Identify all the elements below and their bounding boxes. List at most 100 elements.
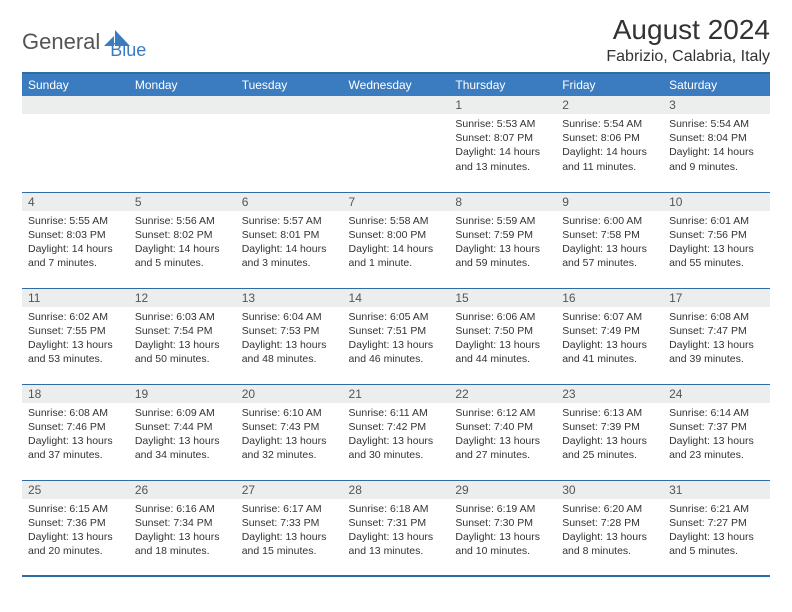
- sunrise-line: Sunrise: 5:56 AM: [135, 214, 230, 228]
- calendar-cell: 11Sunrise: 6:02 AMSunset: 7:55 PMDayligh…: [22, 288, 129, 384]
- day-number: 31: [663, 481, 770, 499]
- sunrise-line: Sunrise: 5:54 AM: [669, 117, 764, 131]
- calendar-table: SundayMondayTuesdayWednesdayThursdayFrid…: [22, 72, 770, 577]
- sunset-line: Sunset: 8:04 PM: [669, 131, 764, 145]
- week-row: 11Sunrise: 6:02 AMSunset: 7:55 PMDayligh…: [22, 288, 770, 384]
- day-cell: Sunrise: 5:57 AMSunset: 8:01 PMDaylight:…: [236, 211, 343, 275]
- weekday-row: SundayMondayTuesdayWednesdayThursdayFrid…: [22, 73, 770, 96]
- calendar-body: 1Sunrise: 5:53 AMSunset: 8:07 PMDaylight…: [22, 96, 770, 576]
- sunset-line: Sunset: 7:50 PM: [455, 324, 550, 338]
- day-cell: [236, 114, 343, 121]
- daylight-line: Daylight: 13 hours and 8 minutes.: [562, 530, 657, 558]
- day-cell: Sunrise: 6:03 AMSunset: 7:54 PMDaylight:…: [129, 307, 236, 371]
- calendar-cell: [22, 96, 129, 192]
- day-number: 8: [449, 193, 556, 211]
- calendar-cell: 30Sunrise: 6:20 AMSunset: 7:28 PMDayligh…: [556, 480, 663, 576]
- weekday-header: Saturday: [663, 73, 770, 96]
- calendar-cell: 17Sunrise: 6:08 AMSunset: 7:47 PMDayligh…: [663, 288, 770, 384]
- sunset-line: Sunset: 7:40 PM: [455, 420, 550, 434]
- weekday-header: Wednesday: [343, 73, 450, 96]
- week-row: 4Sunrise: 5:55 AMSunset: 8:03 PMDaylight…: [22, 192, 770, 288]
- day-cell: Sunrise: 6:06 AMSunset: 7:50 PMDaylight:…: [449, 307, 556, 371]
- day-cell: [343, 114, 450, 121]
- sunrise-line: Sunrise: 6:08 AM: [669, 310, 764, 324]
- sunrise-line: Sunrise: 6:11 AM: [349, 406, 444, 420]
- sunset-line: Sunset: 8:06 PM: [562, 131, 657, 145]
- calendar-cell: 1Sunrise: 5:53 AMSunset: 8:07 PMDaylight…: [449, 96, 556, 192]
- daylight-line: Daylight: 13 hours and 25 minutes.: [562, 434, 657, 462]
- page-header: General Blue August 2024 Fabrizio, Calab…: [22, 14, 770, 66]
- weekday-header: Thursday: [449, 73, 556, 96]
- day-number: 7: [343, 193, 450, 211]
- sunrise-line: Sunrise: 6:21 AM: [669, 502, 764, 516]
- sunset-line: Sunset: 8:07 PM: [455, 131, 550, 145]
- calendar-cell: 3Sunrise: 5:54 AMSunset: 8:04 PMDaylight…: [663, 96, 770, 192]
- calendar-cell: 15Sunrise: 6:06 AMSunset: 7:50 PMDayligh…: [449, 288, 556, 384]
- daylight-line: Daylight: 13 hours and 46 minutes.: [349, 338, 444, 366]
- day-cell: Sunrise: 6:12 AMSunset: 7:40 PMDaylight:…: [449, 403, 556, 467]
- day-cell: Sunrise: 6:20 AMSunset: 7:28 PMDaylight:…: [556, 499, 663, 563]
- day-number: 14: [343, 289, 450, 307]
- day-number: [129, 96, 236, 114]
- daylight-line: Daylight: 13 hours and 15 minutes.: [242, 530, 337, 558]
- weekday-header: Monday: [129, 73, 236, 96]
- sunrise-line: Sunrise: 6:17 AM: [242, 502, 337, 516]
- day-cell: Sunrise: 5:54 AMSunset: 8:04 PMDaylight:…: [663, 114, 770, 178]
- day-number: 1: [449, 96, 556, 114]
- weekday-header: Tuesday: [236, 73, 343, 96]
- month-title: August 2024: [606, 14, 770, 46]
- day-cell: Sunrise: 6:05 AMSunset: 7:51 PMDaylight:…: [343, 307, 450, 371]
- daylight-line: Daylight: 13 hours and 30 minutes.: [349, 434, 444, 462]
- calendar-cell: 26Sunrise: 6:16 AMSunset: 7:34 PMDayligh…: [129, 480, 236, 576]
- sunrise-line: Sunrise: 5:54 AM: [562, 117, 657, 131]
- daylight-line: Daylight: 13 hours and 41 minutes.: [562, 338, 657, 366]
- daylight-line: Daylight: 13 hours and 39 minutes.: [669, 338, 764, 366]
- day-number: 21: [343, 385, 450, 403]
- calendar-cell: 5Sunrise: 5:56 AMSunset: 8:02 PMDaylight…: [129, 192, 236, 288]
- week-row: 18Sunrise: 6:08 AMSunset: 7:46 PMDayligh…: [22, 384, 770, 480]
- calendar-cell: 31Sunrise: 6:21 AMSunset: 7:27 PMDayligh…: [663, 480, 770, 576]
- daylight-line: Daylight: 13 hours and 10 minutes.: [455, 530, 550, 558]
- daylight-line: Daylight: 13 hours and 44 minutes.: [455, 338, 550, 366]
- calendar-cell: 29Sunrise: 6:19 AMSunset: 7:30 PMDayligh…: [449, 480, 556, 576]
- weekday-header: Sunday: [22, 73, 129, 96]
- day-cell: Sunrise: 5:55 AMSunset: 8:03 PMDaylight:…: [22, 211, 129, 275]
- calendar-cell: [343, 96, 450, 192]
- day-number: 29: [449, 481, 556, 499]
- sunset-line: Sunset: 7:37 PM: [669, 420, 764, 434]
- daylight-line: Daylight: 13 hours and 32 minutes.: [242, 434, 337, 462]
- day-cell: Sunrise: 6:19 AMSunset: 7:30 PMDaylight:…: [449, 499, 556, 563]
- daylight-line: Daylight: 13 hours and 18 minutes.: [135, 530, 230, 558]
- sunrise-line: Sunrise: 6:04 AM: [242, 310, 337, 324]
- calendar-cell: 24Sunrise: 6:14 AMSunset: 7:37 PMDayligh…: [663, 384, 770, 480]
- calendar-cell: 22Sunrise: 6:12 AMSunset: 7:40 PMDayligh…: [449, 384, 556, 480]
- brand-blue: Blue: [110, 22, 146, 61]
- sunrise-line: Sunrise: 6:19 AM: [455, 502, 550, 516]
- daylight-line: Daylight: 13 hours and 55 minutes.: [669, 242, 764, 270]
- sunset-line: Sunset: 7:36 PM: [28, 516, 123, 530]
- week-row: 25Sunrise: 6:15 AMSunset: 7:36 PMDayligh…: [22, 480, 770, 576]
- sunset-line: Sunset: 7:56 PM: [669, 228, 764, 242]
- daylight-line: Daylight: 14 hours and 13 minutes.: [455, 145, 550, 173]
- title-block: August 2024 Fabrizio, Calabria, Italy: [606, 14, 770, 66]
- sunrise-line: Sunrise: 5:59 AM: [455, 214, 550, 228]
- week-row: 1Sunrise: 5:53 AMSunset: 8:07 PMDaylight…: [22, 96, 770, 192]
- calendar-cell: 27Sunrise: 6:17 AMSunset: 7:33 PMDayligh…: [236, 480, 343, 576]
- sunrise-line: Sunrise: 5:58 AM: [349, 214, 444, 228]
- calendar-cell: 6Sunrise: 5:57 AMSunset: 8:01 PMDaylight…: [236, 192, 343, 288]
- daylight-line: Daylight: 13 hours and 13 minutes.: [349, 530, 444, 558]
- sunrise-line: Sunrise: 6:06 AM: [455, 310, 550, 324]
- daylight-line: Daylight: 13 hours and 37 minutes.: [28, 434, 123, 462]
- calendar-cell: [236, 96, 343, 192]
- sunset-line: Sunset: 7:33 PM: [242, 516, 337, 530]
- calendar-cell: 12Sunrise: 6:03 AMSunset: 7:54 PMDayligh…: [129, 288, 236, 384]
- day-number: 16: [556, 289, 663, 307]
- day-number: 6: [236, 193, 343, 211]
- calendar-cell: 23Sunrise: 6:13 AMSunset: 7:39 PMDayligh…: [556, 384, 663, 480]
- daylight-line: Daylight: 13 hours and 50 minutes.: [135, 338, 230, 366]
- daylight-line: Daylight: 13 hours and 59 minutes.: [455, 242, 550, 270]
- day-cell: Sunrise: 6:02 AMSunset: 7:55 PMDaylight:…: [22, 307, 129, 371]
- sunset-line: Sunset: 7:46 PM: [28, 420, 123, 434]
- sunset-line: Sunset: 7:51 PM: [349, 324, 444, 338]
- day-number: 9: [556, 193, 663, 211]
